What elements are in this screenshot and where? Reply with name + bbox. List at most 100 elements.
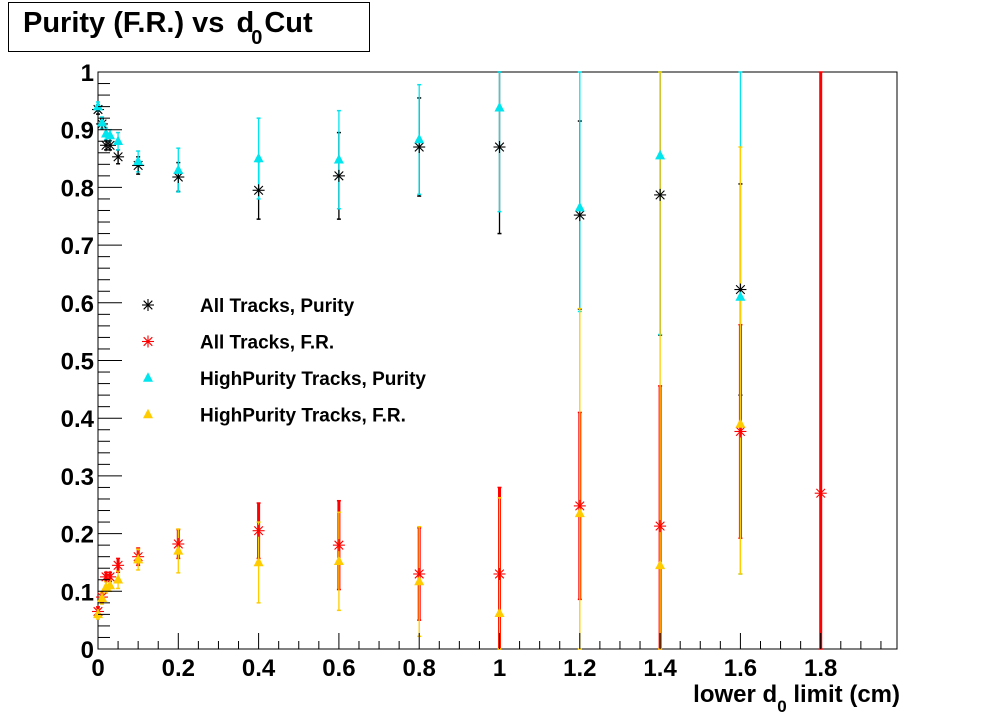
data-point-marker-stroke [816,488,826,498]
data-point [654,188,667,201]
y-tick-label: 0.7 [61,233,94,260]
data-point [133,553,144,564]
data-point [133,155,144,166]
data-point [112,150,125,163]
data-point [253,556,264,567]
y-tick-label: 0.6 [61,291,94,318]
axes: 0 0.2 0.4 0.6 0.8 1 1.2 1.4 1.6 1.8 0 0.1 0.2 0.3 0.4 0… [61,60,882,682]
data-point [173,164,184,174]
data-point-marker-shape [735,291,746,301]
data-point [494,102,505,112]
legend-marker-stroke [143,336,153,347]
data-point [113,135,124,145]
y-tick-label: 0.9 [61,118,94,145]
data-point [97,117,108,127]
x-tick-label: 0.6 [322,655,355,682]
legend-label: HighPurity Tracks, F.R. [200,406,406,427]
y-tick-label: 0.4 [61,406,95,433]
legend-entry: All Tracks, Purity [142,296,355,317]
data-point-marker-shape [253,152,264,163]
plot-frame [97,71,898,650]
data-point [332,169,345,182]
x-axis-label: lower d0 limit (cm) [693,681,900,716]
data-point [93,100,103,111]
y-tick-label: 0.8 [61,175,94,202]
data-point [253,152,264,163]
data-point [93,608,103,619]
data-point-marker-stroke [735,284,746,295]
legend-marker-stroke [143,300,153,310]
x-tick-label: 1.4 [643,655,677,682]
data-point-marker-shape [253,556,264,567]
data-point-marker-shape [173,545,184,555]
x-tick-label: 0.8 [403,655,436,682]
data-point-marker-stroke [173,172,184,182]
data-point [414,575,425,586]
data-point [105,129,116,140]
x-axis-label-prefix: lower d [693,681,777,708]
x-tick-label: 1.6 [724,655,757,682]
chart-title-prefix: Purity (F.R.) vs [23,7,233,39]
data-point [493,567,506,580]
legend-marker-shape [143,372,153,382]
data-point [112,559,125,572]
x-tick-label: 0.4 [242,655,276,682]
data-point [494,607,505,617]
error-bars [96,71,823,650]
data-point-marker-stroke [655,521,665,531]
y-tick-label: 0.5 [61,349,94,376]
data-point-marker-stroke [655,190,665,200]
data-markers [92,100,827,619]
chart-title: Purity (F.R.) vs d0Cut [23,7,313,49]
legend-label: All Tracks, F.R. [200,333,334,354]
chart-title-box: Purity (F.R.) vs d0Cut [8,2,370,52]
data-point-marker-shape [97,117,108,127]
data-point [735,291,746,301]
data-point-marker-shape [574,201,585,212]
x-tick-label: 0 [91,655,104,682]
chart-title-subscript: 0 [251,27,263,49]
data-point-marker-stroke [414,142,424,152]
legend: All Tracks, Purity All Tracks, F.R. HighPu… [142,296,426,427]
data-point [104,139,117,152]
data-point [252,184,265,197]
data-point-marker-stroke [575,501,585,511]
data-point [734,425,747,438]
data-point [414,133,425,144]
x-axis-label-sub: 0 [777,697,786,716]
y-tick-label: 1 [81,60,94,87]
data-point-marker-shape [655,559,666,570]
data-point [655,149,666,160]
data-point-marker-shape [735,418,746,428]
data-point-marker-stroke [334,171,344,181]
data-point-marker-shape [93,608,103,619]
data-point [333,153,344,164]
x-tick-label: 1.8 [804,655,837,682]
legend-label: HighPurity Tracks, Purity [200,369,426,390]
data-point [655,559,666,570]
chart-title-symbol: d [236,7,255,39]
data-point [814,487,827,500]
x-tick-label: 1 [493,655,506,682]
data-point-marker-shape [133,553,144,564]
data-point-marker-stroke [334,540,344,550]
x-axis-label-suffix: limit (cm) [787,681,900,708]
data-point-marker-stroke [113,152,123,162]
data-point-marker-shape [97,592,108,602]
x-tick-label: 0.2 [162,655,195,682]
data-point-marker-stroke [414,569,424,579]
y-tick-label: 0.3 [61,464,94,491]
data-point [113,574,124,584]
data-point-marker-shape [113,135,124,145]
data-point [172,171,185,184]
data-point [252,524,265,537]
y-tick-label: 0.1 [61,579,94,606]
data-point [173,545,184,555]
legend-marker-shape [143,408,153,419]
data-point-marker-stroke [253,526,264,536]
data-point-marker-shape [494,607,505,617]
data-point [105,579,116,590]
data-point [574,201,585,212]
legend-entry: HighPurity Tracks, Purity [143,369,426,390]
